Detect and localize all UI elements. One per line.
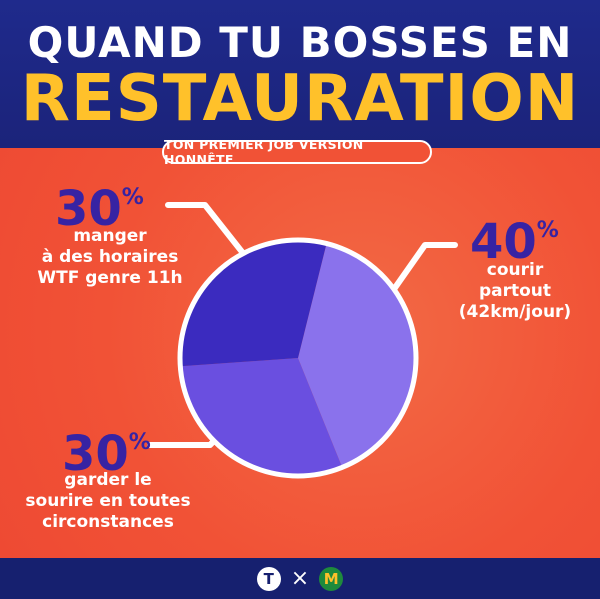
label-left-top-line-3: WTF genre 11h	[37, 268, 183, 288]
label-right-line-3: (42km/jour)	[458, 302, 572, 322]
label-right-line-1: courir	[486, 260, 544, 280]
collab-x-icon: ×	[290, 565, 310, 591]
percent-left-bottom: 30%	[62, 430, 151, 478]
pie-slice-manger	[180, 239, 327, 367]
percent-left-top-value: 30	[55, 181, 122, 237]
percent-left-top: 30%	[55, 185, 144, 233]
percent-right-value: 40	[470, 214, 537, 270]
percent-right-sign: %	[536, 218, 559, 243]
subtitle-badge: TON PREMIER JOB VERSION HONNÊTE	[162, 137, 432, 167]
label-left-top-line-1: manger	[73, 226, 147, 246]
percent-left-top-sign: %	[121, 185, 144, 210]
label-left-top: manger à des horaires WTF genre 11h	[15, 226, 205, 289]
label-left-bottom-line-1: garder le	[64, 470, 152, 490]
pie-slices	[177, 237, 419, 479]
percent-left-bottom-value: 30	[62, 426, 129, 482]
percent-right: 40%	[470, 218, 559, 266]
pie-outline	[177, 237, 419, 479]
label-left-bottom: garder le sourire en toutes circonstance…	[8, 470, 208, 533]
title-line-1: QUAND TU BOSSES EN	[27, 18, 573, 67]
pie-slice-courir	[298, 243, 416, 468]
percent-left-bottom-sign: %	[128, 430, 151, 455]
connector-left-top	[165, 202, 253, 265]
header-banner: QUAND TU BOSSES EN RESTAURATION	[0, 0, 600, 148]
label-left-top-line-2: à des horaires	[41, 247, 179, 267]
label-left-bottom-line-3: circonstances	[42, 512, 174, 532]
title-line-2: RESTAURATION	[20, 62, 580, 136]
label-left-bottom-line-2: sourire en toutes	[25, 491, 191, 511]
footer-bar: T × M	[0, 558, 600, 599]
brand-logo-right: M	[319, 566, 344, 591]
label-right-line-2: partout	[478, 281, 552, 301]
connector-right	[389, 242, 458, 295]
brand-logo-left: T	[256, 566, 281, 591]
label-right: courir partout (42km/jour)	[440, 260, 590, 323]
